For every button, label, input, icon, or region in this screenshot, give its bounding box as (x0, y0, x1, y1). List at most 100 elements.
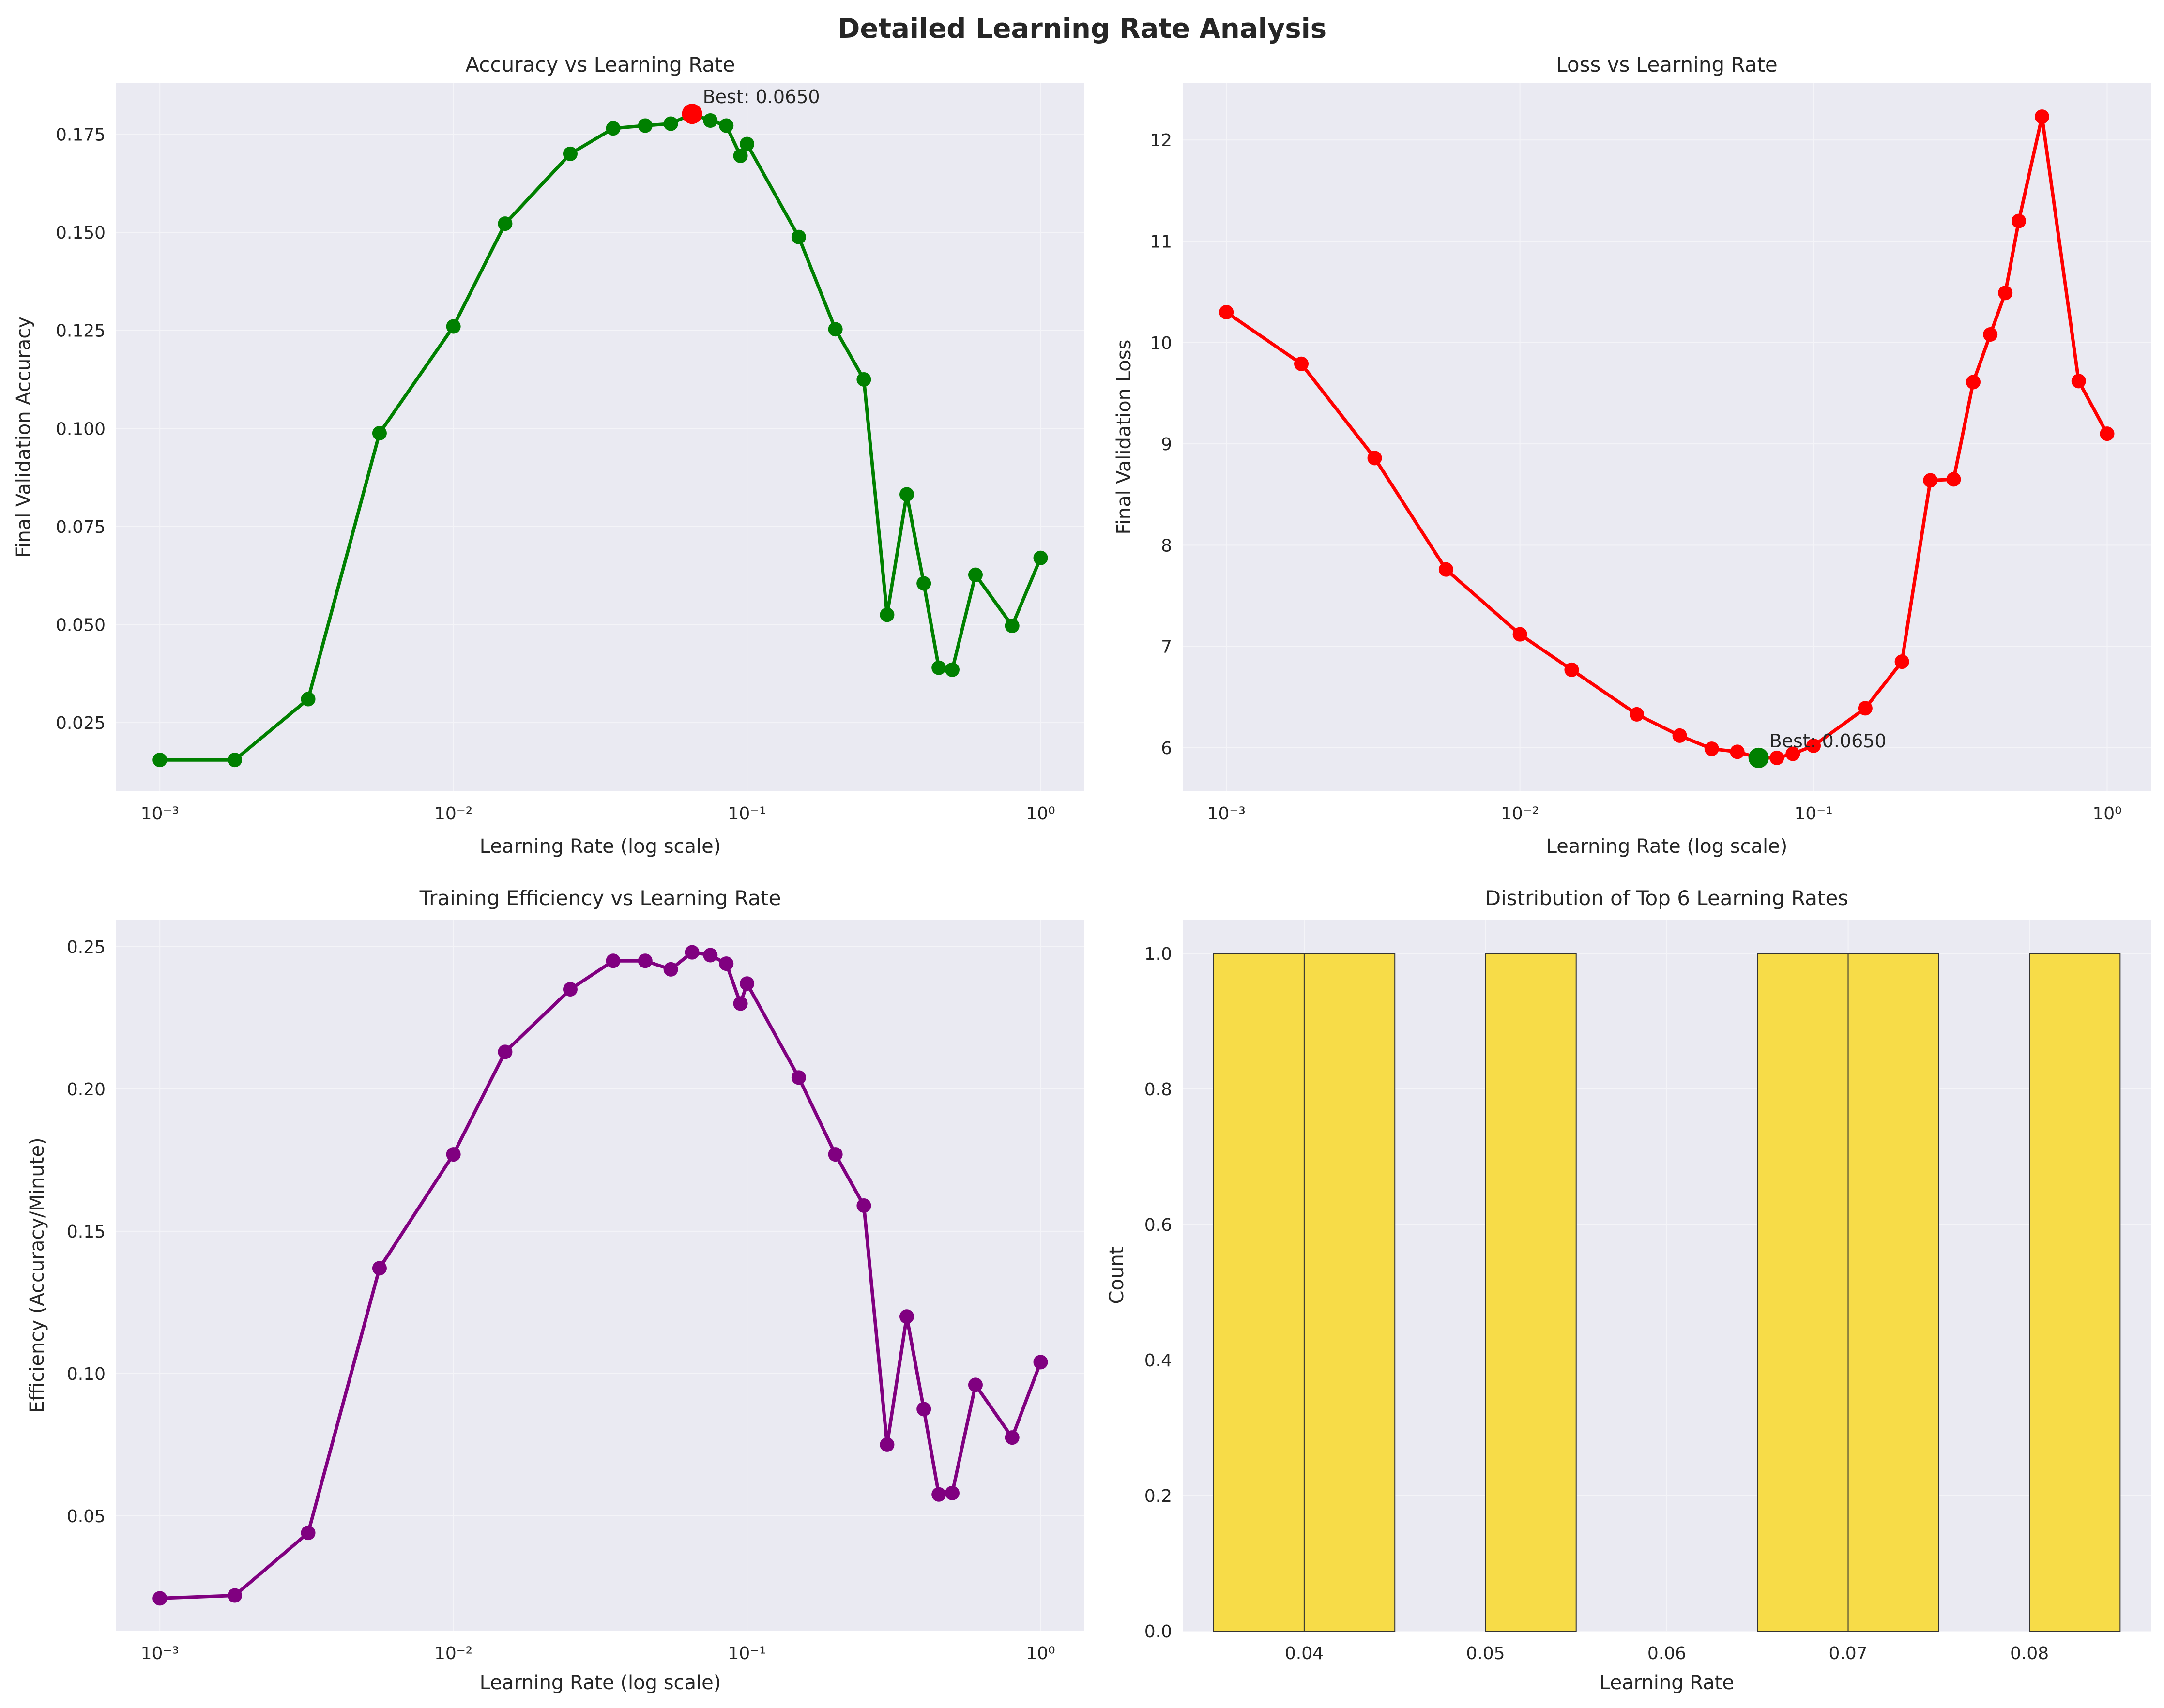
data-point (828, 1147, 843, 1162)
y-tick-label: 0.0 (1144, 1622, 1172, 1642)
data-point (719, 956, 734, 971)
histogram-bar (1485, 953, 1577, 1632)
data-point (446, 319, 461, 334)
data-point (2100, 426, 2115, 441)
data-point (899, 487, 914, 502)
panel-efficiency: 10⁻³ 10⁻² 10⁻¹ 10⁰ 0.05 0.10 0.15 0.20 0.25 Trai… (26, 886, 1084, 1694)
data-point (1894, 654, 1909, 669)
data-point (945, 662, 960, 677)
data-point (1806, 738, 1821, 753)
x-tick-label: 10⁻³ (141, 1644, 179, 1663)
data-point (1564, 662, 1579, 677)
histogram-bar (1213, 953, 1305, 1632)
data-point (968, 1377, 983, 1392)
panel-distribution: 0.04 0.05 0.06 0.07 0.08 0.0 0.2 0.4 0.6 0.8 1.0 D… (1106, 886, 2151, 1694)
y-axis-label: Final Validation Loss (1113, 340, 1135, 535)
y-tick-label: 0.4 (1144, 1351, 1172, 1371)
y-tick-label: 0.175 (56, 125, 106, 145)
histogram-bar (2029, 953, 2121, 1632)
data-point (1629, 707, 1644, 722)
panel-title: Accuracy vs Learning Rate (465, 53, 735, 76)
y-tick-label: 9 (1161, 435, 1172, 454)
data-point (1672, 728, 1687, 743)
data-point (1983, 327, 1998, 342)
y-tick-label: 0.6 (1144, 1215, 1172, 1235)
best-annotation: Best: 0.0650 (703, 86, 820, 107)
y-axis-label: Efficiency (Accuracy/Minute) (26, 1137, 48, 1413)
best-point-marker (682, 104, 702, 124)
y-tick-label: 0.125 (56, 321, 106, 341)
data-point (1005, 1430, 1020, 1445)
data-point (663, 962, 678, 977)
y-tick-label: 0.20 (67, 1080, 106, 1100)
y-tick-label: 0.8 (1144, 1080, 1172, 1100)
x-tick-label: 10⁻³ (1207, 804, 1246, 824)
data-point (1998, 286, 2013, 301)
data-point (740, 976, 755, 991)
data-point (1438, 562, 1453, 577)
data-point (563, 146, 578, 161)
figure-title: Detailed Learning Rate Analysis (838, 13, 1326, 45)
y-tick-label: 7 (1161, 637, 1172, 657)
data-point (1033, 1355, 1048, 1370)
data-point (372, 425, 387, 440)
data-point (606, 953, 621, 968)
y-tick-label: 0.150 (56, 223, 106, 243)
data-point (1858, 701, 1873, 716)
data-point (1785, 746, 1800, 761)
data-point (301, 1526, 316, 1541)
data-point (663, 116, 678, 131)
x-tick-label: 10⁻¹ (1794, 804, 1832, 824)
data-point (498, 216, 513, 231)
data-point (446, 1147, 461, 1162)
data-point (1966, 375, 1981, 390)
data-point (968, 567, 983, 582)
data-point (685, 945, 700, 960)
data-point (703, 113, 718, 128)
data-point (2071, 374, 2086, 389)
x-axis-label: Learning Rate (1600, 1672, 1734, 1694)
data-point (1704, 741, 1719, 756)
y-tick-label: 1.0 (1144, 944, 1172, 964)
x-tick-label: 10⁰ (2092, 804, 2121, 824)
data-point (606, 121, 621, 136)
data-point (1512, 627, 1527, 642)
x-tick-label: 0.07 (1829, 1644, 1867, 1663)
data-point (740, 136, 755, 151)
data-point (1294, 356, 1309, 371)
x-axis-label: Learning Rate (log scale) (1546, 835, 1788, 858)
x-tick-label: 0.06 (1647, 1644, 1686, 1663)
data-point (931, 1487, 946, 1502)
data-point (1923, 473, 1938, 488)
x-tick-label: 10⁰ (1026, 1644, 1055, 1663)
x-tick-label: 10⁻¹ (728, 804, 766, 824)
data-point (1769, 750, 1784, 765)
y-tick-label: 0.05 (67, 1507, 106, 1527)
data-point (563, 982, 578, 997)
data-point (880, 1437, 895, 1452)
x-tick-label: 10⁻² (434, 804, 472, 824)
series-line (160, 951, 1042, 1600)
data-point (498, 1044, 513, 1059)
data-point (2034, 109, 2049, 124)
panel-title: Training Efficiency vs Learning Rate (419, 886, 781, 910)
data-point (945, 1485, 960, 1500)
data-point (916, 576, 931, 591)
data-point (791, 229, 806, 244)
x-tick-label: 10⁻³ (141, 804, 179, 824)
histogram-bar (1847, 953, 1939, 1632)
y-tick-label: 0.25 (67, 937, 106, 957)
data-point (228, 1588, 243, 1603)
panel-accuracy: Best: 0.0650 10⁻³ 10⁻² 10⁻¹ 10⁰ 0.025 0.050 0.0… (13, 53, 1084, 858)
data-point (638, 118, 653, 133)
y-tick-label: 0.10 (67, 1364, 106, 1384)
x-tick-label: 10⁻¹ (728, 1644, 766, 1663)
y-tick-label: 0.075 (56, 517, 106, 537)
best-annotation: Best: 0.0650 (1769, 730, 1887, 752)
x-tick-label: 10⁻² (1501, 804, 1539, 824)
data-point (1219, 305, 1234, 320)
histogram-bar (1303, 953, 1396, 1632)
y-tick-label: 6 (1161, 739, 1172, 758)
x-tick-label: 0.08 (2010, 1644, 2049, 1663)
